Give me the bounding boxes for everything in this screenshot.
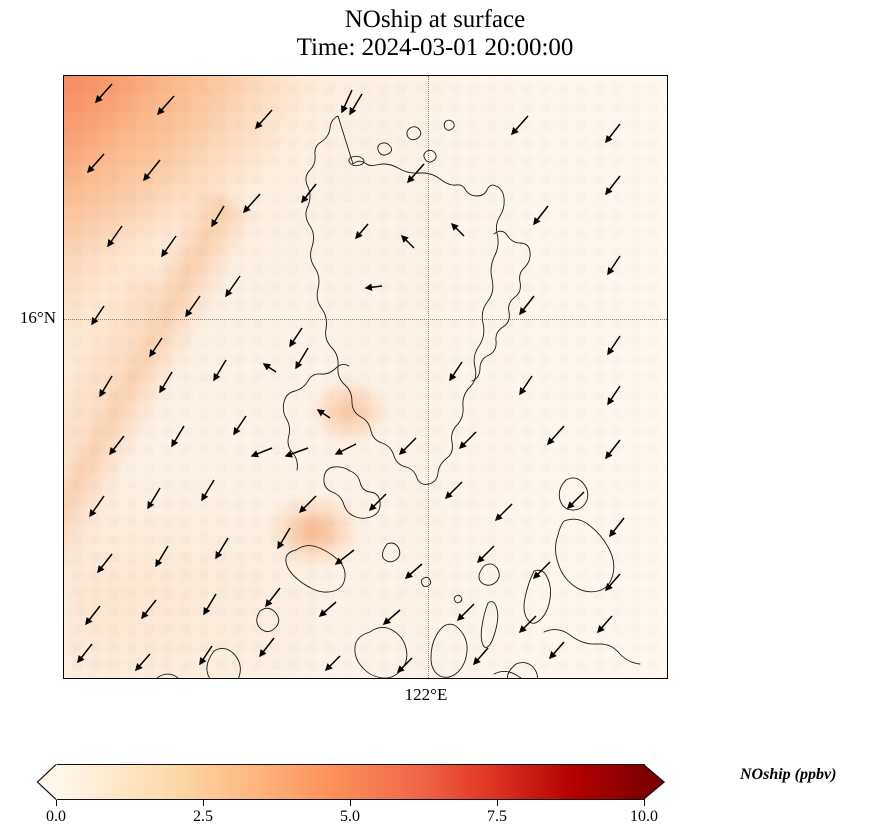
title-line-time: Time: 2024-03-01 20:00:00: [296, 34, 574, 61]
wind-vector-overlay: [77, 83, 625, 674]
colorbar-ticklabel-2: 5.0: [340, 808, 360, 825]
map-plot-area[interactable]: [63, 75, 668, 679]
model-grid-texture: [64, 76, 667, 678]
colorbar-tick-2: [350, 800, 351, 806]
gridline-16n: [64, 319, 667, 320]
ytick-label-16n: 16°N: [19, 308, 56, 327]
figure-title: NOship at surface Time: 2024-03-01 20:00…: [0, 6, 870, 62]
colorbar-ticklabel-4: 10.0: [630, 808, 658, 825]
colorbar[interactable]: 0.0 2.5 5.0 7.5 10.0: [36, 764, 665, 825]
colorbar-axis-label: NOship (ppbv): [740, 766, 837, 783]
gridline-122e: [428, 76, 429, 678]
ytick-16n: [63, 319, 64, 320]
colorbar-extend-max-outline: [643, 764, 665, 800]
xtick-label-122e: 122°E: [404, 685, 448, 704]
colorbar-ticklabel-1: 2.5: [193, 808, 213, 825]
colorbar-ticklabel-0: 0.0: [46, 808, 66, 825]
noship-concentration-field: [64, 76, 667, 678]
xtick-122e: [428, 678, 429, 679]
colorbar-tick-1: [203, 800, 204, 806]
colorbar-extend-min-outline: [36, 764, 57, 800]
colorbar-tick-0: [56, 800, 57, 806]
colorbar-ticklabel-3: 7.5: [487, 808, 507, 825]
colorbar-tick-4: [644, 800, 645, 806]
colorbar-gradient[interactable]: [56, 764, 645, 800]
coastline-overlay: [156, 115, 641, 678]
title-line-variable: NOship at surface: [344, 6, 526, 33]
colorbar-tick-3: [497, 800, 498, 806]
